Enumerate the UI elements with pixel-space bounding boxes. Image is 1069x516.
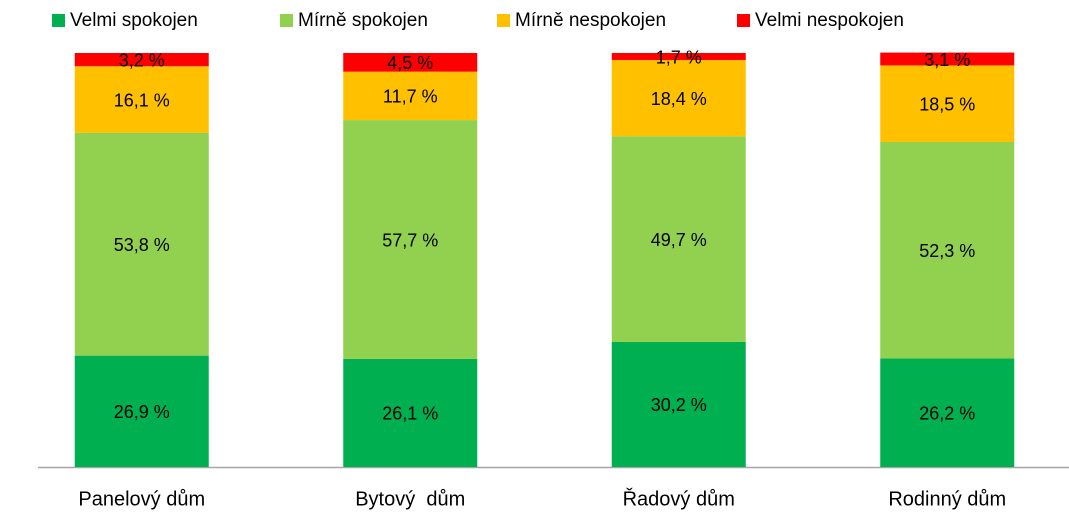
- data-label: 11,7 %: [383, 87, 438, 107]
- legend-swatch: [737, 14, 750, 27]
- bar-segment: [880, 52, 1015, 66]
- bar-segment: [880, 65, 1015, 143]
- bar-segment: [343, 71, 478, 121]
- x-tick-label: Řadový dům: [623, 487, 735, 510]
- data-label: 26,1 %: [382, 404, 438, 424]
- legend-swatch: [52, 14, 65, 27]
- bar-segment: [343, 358, 478, 467]
- data-label: 18,5 %: [919, 94, 975, 114]
- bar-segment: [611, 136, 746, 342]
- data-label: 26,2 %: [919, 404, 975, 424]
- data-label: 52,3 %: [919, 241, 975, 261]
- x-tick-label: Panelový dům: [78, 488, 205, 510]
- data-label: 3,1 %: [924, 50, 970, 70]
- bar-segment: [880, 358, 1015, 467]
- data-label: 53,8 %: [114, 235, 170, 255]
- legend-label: Velmi nespokojen: [755, 10, 904, 31]
- data-label: 3,2 %: [119, 50, 165, 70]
- legend-swatch: [497, 14, 510, 27]
- bar-segment: [74, 132, 209, 356]
- data-label: 1,7 %: [656, 47, 702, 67]
- legend-label: Mírně spokojen: [298, 10, 428, 31]
- bar-segment: [611, 60, 746, 137]
- legend-label: Mírně nespokojen: [515, 10, 666, 31]
- data-label: 57,7 %: [382, 230, 438, 250]
- bar-segment: [343, 53, 478, 72]
- bar-segment: [611, 53, 746, 61]
- data-label: 49,7 %: [651, 230, 707, 250]
- legend-swatch: [280, 14, 293, 27]
- bar-segment: [74, 53, 209, 67]
- x-tick-label: Rodinný dům: [888, 488, 1006, 510]
- x-tick-label: Bytový dům: [355, 488, 465, 510]
- data-label: 26,9 %: [114, 402, 170, 422]
- data-label: 18,4 %: [651, 89, 707, 109]
- legend-label: Velmi spokojen: [70, 10, 198, 31]
- data-label: 16,1 %: [114, 90, 170, 110]
- data-label: 30,2 %: [651, 395, 707, 415]
- bar-segment: [74, 355, 209, 467]
- bar-segment: [611, 341, 746, 467]
- data-label: 4,5 %: [387, 53, 433, 73]
- bar-segment: [880, 142, 1015, 359]
- bar-segment: [343, 120, 478, 359]
- bar-segment: [74, 66, 209, 133]
